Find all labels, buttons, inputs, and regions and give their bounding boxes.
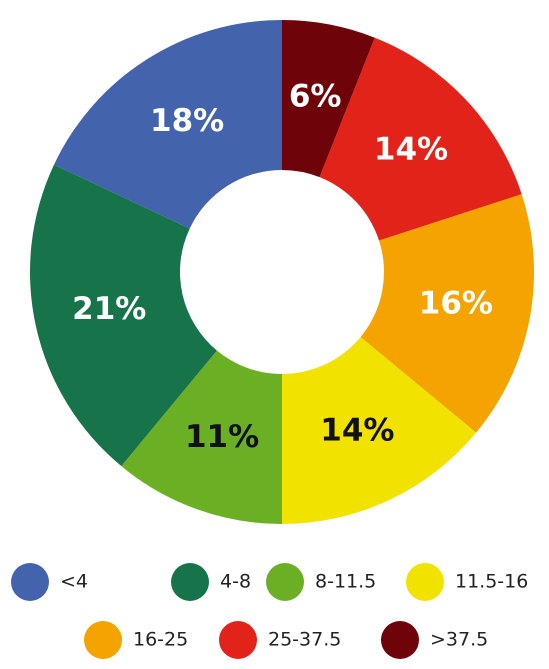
value-label: 11% bbox=[185, 419, 259, 455]
legend-label: 4-8 bbox=[220, 571, 251, 593]
donut-slice bbox=[360, 194, 534, 433]
legend-swatch bbox=[11, 563, 49, 601]
value-label: 21% bbox=[72, 291, 146, 327]
legend-swatch bbox=[406, 563, 444, 601]
legend-swatch bbox=[171, 563, 209, 601]
donut-slice bbox=[319, 37, 522, 241]
donut-slice bbox=[121, 350, 282, 524]
value-label: 6% bbox=[289, 79, 342, 115]
legend-label: 11.5-16 bbox=[455, 571, 528, 593]
legend-label: <4 bbox=[60, 571, 88, 593]
legend-label: 25-37.5 bbox=[268, 629, 341, 651]
donut-slice bbox=[282, 20, 375, 178]
value-label: 18% bbox=[150, 103, 224, 139]
legend-swatch bbox=[381, 621, 419, 659]
legend-swatch bbox=[219, 621, 257, 659]
legend-swatch bbox=[84, 621, 122, 659]
legend-label: 16-25 bbox=[133, 629, 188, 651]
legend-label: >37.5 bbox=[430, 629, 488, 651]
legend-swatch bbox=[266, 563, 304, 601]
value-label: 16% bbox=[419, 286, 493, 322]
value-label: 14% bbox=[374, 131, 448, 167]
legend-label: 8-11.5 bbox=[315, 571, 376, 593]
donut-slice bbox=[53, 20, 282, 229]
donut-slice bbox=[29, 164, 217, 467]
value-label: 14% bbox=[320, 413, 394, 449]
donut-slice bbox=[282, 337, 477, 524]
